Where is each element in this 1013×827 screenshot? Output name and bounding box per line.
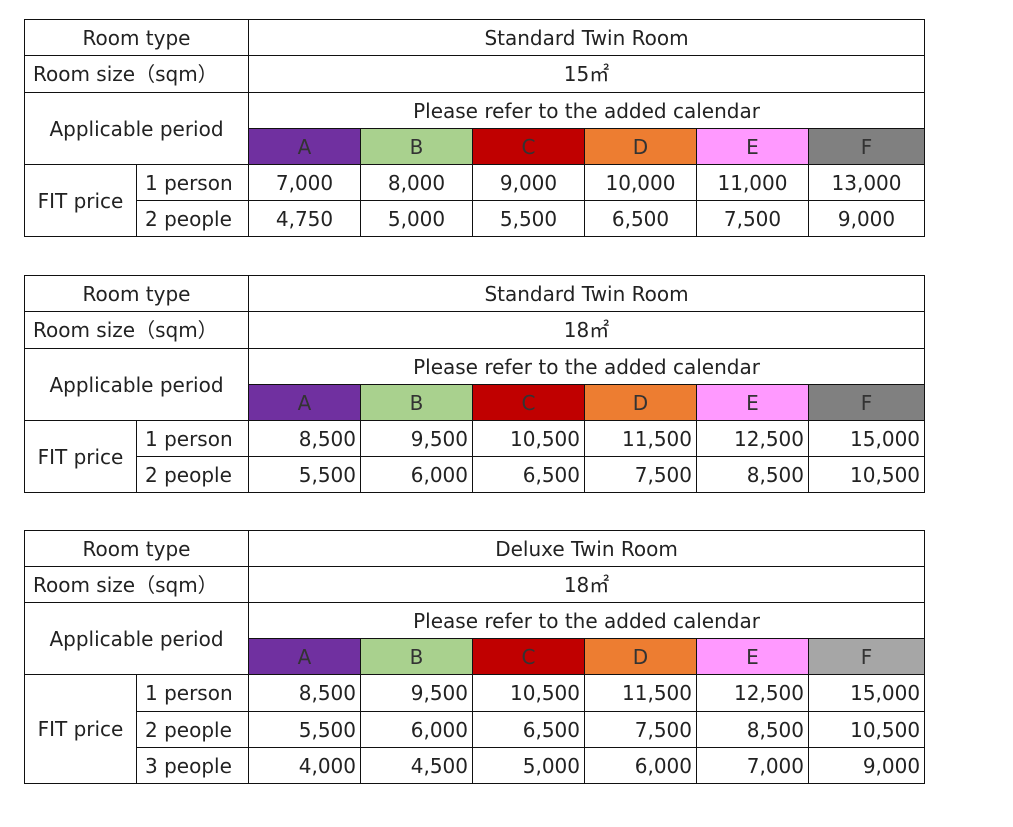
calendar-note: Please refer to the added calendar bbox=[247, 602, 926, 639]
room-size-label: Room size（sqm） bbox=[24, 311, 249, 349]
price-cell: 9,000 bbox=[807, 747, 926, 784]
period-swatch-a: A bbox=[248, 384, 361, 421]
price-cell: 6,500 bbox=[584, 200, 697, 237]
price-cell: 7,500 bbox=[696, 200, 809, 237]
period-swatch-f: F bbox=[807, 128, 926, 165]
rate-table-1: Room type Standard Twin Room Room size（s… bbox=[24, 19, 926, 237]
price-cell: 5,500 bbox=[248, 711, 361, 748]
price-cell: 6,500 bbox=[472, 711, 585, 748]
period-swatch-b: B bbox=[360, 638, 473, 675]
room-size-value: 15㎡ bbox=[247, 55, 926, 93]
room-size-label: Room size（sqm） bbox=[24, 566, 249, 603]
price-cell: 7,000 bbox=[248, 164, 361, 201]
price-cell: 8,500 bbox=[248, 420, 361, 457]
occupancy-label: 1 person bbox=[136, 674, 249, 712]
price-cell: 6,500 bbox=[472, 456, 585, 493]
price-cell: 6,000 bbox=[360, 711, 473, 748]
period-swatch-a: A bbox=[248, 128, 361, 165]
period-swatch-e: E bbox=[696, 128, 809, 165]
applicable-period-label: Applicable period bbox=[24, 602, 249, 675]
price-cell: 8,500 bbox=[696, 711, 809, 748]
room-type-label: Room type bbox=[24, 530, 249, 567]
rate-table-2: Room type Standard Twin Room Room size（s… bbox=[24, 275, 926, 493]
room-size-value: 18㎡ bbox=[247, 566, 926, 603]
room-size-value: 18㎡ bbox=[247, 311, 926, 349]
price-cell: 5,500 bbox=[248, 456, 361, 493]
price-cell: 8,500 bbox=[248, 674, 361, 712]
period-swatch-b: B bbox=[360, 384, 473, 421]
price-cell: 6,000 bbox=[584, 747, 697, 784]
occupancy-label: 2 people bbox=[136, 711, 249, 748]
price-cell: 4,000 bbox=[248, 747, 361, 784]
price-cell: 10,500 bbox=[472, 674, 585, 712]
period-swatch-e: E bbox=[696, 638, 809, 675]
price-cell: 15,000 bbox=[807, 420, 926, 457]
price-cell: 11,500 bbox=[584, 420, 697, 457]
price-cell: 7,000 bbox=[696, 747, 809, 784]
period-swatch-d: D bbox=[584, 638, 697, 675]
room-type-value: Deluxe Twin Room bbox=[247, 530, 926, 567]
price-cell: 8,000 bbox=[360, 164, 473, 201]
occupancy-label: 3 people bbox=[136, 747, 249, 784]
price-cell: 5,000 bbox=[472, 747, 585, 784]
price-cell: 11,500 bbox=[584, 674, 697, 712]
period-swatch-d: D bbox=[584, 384, 697, 421]
occupancy-label: 1 person bbox=[136, 164, 249, 201]
fit-price-label: FIT price bbox=[24, 164, 137, 237]
price-cell: 10,500 bbox=[472, 420, 585, 457]
room-type-label: Room type bbox=[24, 19, 249, 56]
occupancy-label: 2 people bbox=[136, 200, 249, 237]
price-cell: 15,000 bbox=[807, 674, 926, 712]
rate-table-3: Room type Deluxe Twin Room Room size（sqm… bbox=[24, 530, 926, 784]
price-cell: 7,500 bbox=[584, 456, 697, 493]
fit-price-label: FIT price bbox=[24, 420, 137, 493]
price-cell: 6,000 bbox=[360, 456, 473, 493]
room-type-value: Standard Twin Room bbox=[247, 275, 926, 312]
price-cell: 10,000 bbox=[584, 164, 697, 201]
price-cell: 13,000 bbox=[807, 164, 926, 201]
occupancy-label: 1 person bbox=[136, 420, 249, 457]
applicable-period-label: Applicable period bbox=[24, 92, 249, 165]
price-cell: 4,750 bbox=[248, 200, 361, 237]
price-cell: 11,000 bbox=[696, 164, 809, 201]
price-cell: 12,500 bbox=[696, 420, 809, 457]
price-cell: 5,000 bbox=[360, 200, 473, 237]
price-cell: 9,000 bbox=[472, 164, 585, 201]
period-swatch-b: B bbox=[360, 128, 473, 165]
price-cell: 9,500 bbox=[360, 420, 473, 457]
price-cell: 9,000 bbox=[807, 200, 926, 237]
price-cell: 10,500 bbox=[807, 711, 926, 748]
room-type-value: Standard Twin Room bbox=[247, 19, 926, 56]
room-type-label: Room type bbox=[24, 275, 249, 312]
fit-price-label: FIT price bbox=[24, 674, 137, 784]
calendar-note: Please refer to the added calendar bbox=[247, 348, 926, 385]
price-cell: 4,500 bbox=[360, 747, 473, 784]
price-cell: 7,500 bbox=[584, 711, 697, 748]
price-cell: 5,500 bbox=[472, 200, 585, 237]
period-swatch-c: C bbox=[472, 638, 585, 675]
period-swatch-f: F bbox=[807, 638, 926, 675]
period-swatch-f: F bbox=[807, 384, 926, 421]
price-cell: 9,500 bbox=[360, 674, 473, 712]
applicable-period-label: Applicable period bbox=[24, 348, 249, 421]
price-cell: 12,500 bbox=[696, 674, 809, 712]
price-cell: 8,500 bbox=[696, 456, 809, 493]
period-swatch-d: D bbox=[584, 128, 697, 165]
period-swatch-a: A bbox=[248, 638, 361, 675]
calendar-note: Please refer to the added calendar bbox=[247, 92, 926, 129]
price-cell: 10,500 bbox=[807, 456, 926, 493]
period-swatch-c: C bbox=[472, 384, 585, 421]
period-swatch-e: E bbox=[696, 384, 809, 421]
period-swatch-c: C bbox=[472, 128, 585, 165]
room-size-label: Room size（sqm） bbox=[24, 55, 249, 93]
occupancy-label: 2 people bbox=[136, 456, 249, 493]
